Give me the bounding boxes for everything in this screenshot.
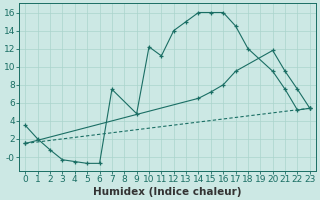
X-axis label: Humidex (Indice chaleur): Humidex (Indice chaleur) [93,187,242,197]
